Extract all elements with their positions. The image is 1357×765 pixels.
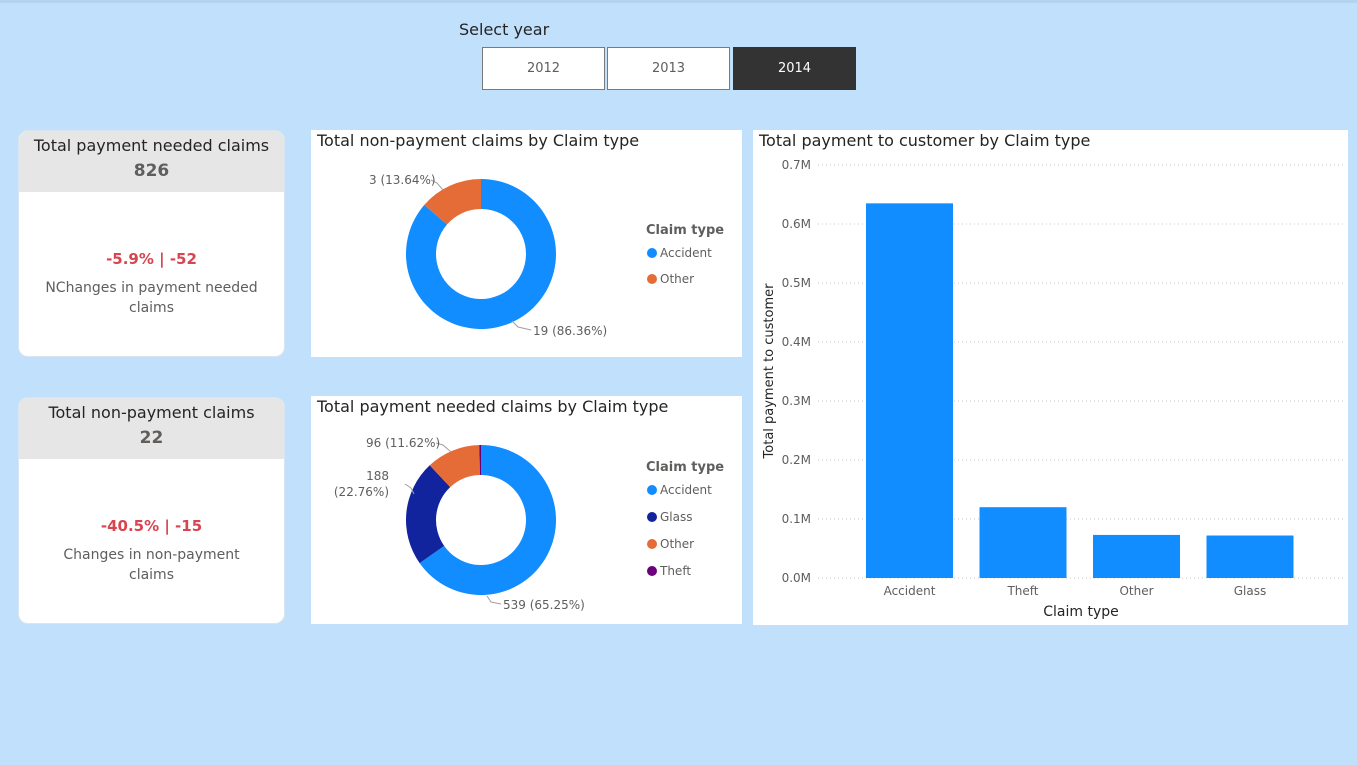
kpi-delta: -5.9% | -52 — [106, 250, 197, 268]
chart-title: Total payment needed claims by Claim typ… — [317, 397, 669, 416]
year-button-2012[interactable]: 2012 — [482, 47, 605, 90]
kpi-header: Total payment needed claims 826 — [19, 131, 284, 192]
legend-marker-accident — [647, 485, 657, 495]
x-tick-label: Glass — [1234, 584, 1267, 598]
data-label-glass: 188 — [366, 469, 389, 483]
chart-title: Total payment to customer by Claim type — [759, 131, 1091, 150]
legend-item-accident[interactable]: Accident — [660, 246, 712, 260]
legend-marker-glass — [647, 512, 657, 522]
year-button-2014[interactable]: 2014 — [733, 47, 856, 90]
legend-item-accident[interactable]: Accident — [660, 483, 712, 497]
x-tick-label: Other — [1119, 584, 1153, 598]
legend-marker-accident — [647, 248, 657, 258]
donut-slice-other[interactable] — [424, 179, 481, 225]
donut-chart-non-payment[interactable]: Total non-payment claims by Claim type 1… — [311, 130, 742, 357]
leader-line — [435, 442, 452, 453]
legend-title: Claim type — [646, 223, 724, 238]
bar-other[interactable] — [1093, 534, 1180, 578]
x-tick-label: Theft — [1006, 584, 1038, 598]
top-border — [0, 0, 1357, 3]
kpi-delta: -40.5% | -15 — [100, 517, 203, 535]
year-slicer-title: Select year — [459, 20, 550, 39]
kpi-body: -5.9% | -52 NChanges in payment needed c… — [19, 192, 284, 318]
x-tick-label: Accident — [884, 584, 936, 598]
y-tick-label: 0.4M — [782, 335, 811, 349]
data-label-glass: (22.76%) — [334, 485, 389, 499]
kpi-description: NChanges in payment needed claims — [45, 280, 258, 316]
kpi-card-payment-needed: Total payment needed claims 826 -5.9% | … — [18, 130, 285, 357]
kpi-description: Changes in non-payment claims — [63, 547, 240, 583]
donut-slice-accident[interactable] — [419, 445, 556, 595]
donut-slice-glass[interactable] — [406, 465, 451, 564]
bar-chart-svg: 0.0M 0.1M 0.2M 0.3M 0.4M 0.5M 0.6M 0.7M Accident… — [762, 158, 1343, 620]
kpi-body: -40.5% | -15 Changes in non-payment clai… — [19, 459, 284, 585]
legend-marker-other — [647, 539, 657, 549]
x-axis-title: Claim type — [1043, 604, 1119, 620]
bar-glass[interactable] — [1206, 535, 1294, 578]
kpi-value: 826 — [133, 161, 170, 181]
donut-slice-other[interactable] — [429, 445, 480, 488]
y-tick-label: 0.6M — [782, 217, 811, 231]
legend-title: Claim type — [646, 460, 724, 475]
data-label-other: 96 (11.62%) — [366, 436, 440, 450]
legend-item-theft[interactable]: Theft — [659, 564, 691, 578]
data-label-other: 3 (13.64%) — [369, 173, 436, 187]
chart-title: Total non-payment claims by Claim type — [317, 131, 640, 150]
kpi-header: Total non-payment claims 22 — [19, 398, 284, 459]
legend-item-glass[interactable]: Glass — [660, 510, 693, 524]
donut-slice-theft[interactable] — [479, 445, 481, 476]
y-tick-label: 0.0M — [782, 571, 811, 585]
donut-chart-svg: 539 (65.25%) 188 (22.76%) 96 (11.62%) Claim … — [334, 436, 724, 612]
y-tick-label: 0.3M — [782, 394, 811, 408]
donut-chart-svg: 19 (86.36%) 3 (13.64%) Claim type Accident O… — [369, 173, 724, 338]
data-label-accident: 539 (65.25%) — [503, 598, 585, 612]
bar-chart-payment-to-customer[interactable]: Total payment to customer by Claim type … — [753, 130, 1348, 625]
data-label-accident: 19 (86.36%) — [533, 324, 607, 338]
y-tick-label: 0.1M — [782, 512, 811, 526]
legend-item-other[interactable]: Other — [660, 272, 694, 286]
y-tick-label: 0.2M — [782, 453, 811, 467]
leader-line — [404, 483, 415, 495]
legend-marker-theft — [647, 566, 657, 576]
kpi-title: Total non-payment claims — [48, 403, 255, 422]
leader-line — [486, 595, 502, 605]
bar-accident[interactable] — [866, 203, 953, 578]
leader-line — [511, 320, 532, 331]
donut-chart-payment-needed[interactable]: Total payment needed claims by Claim typ… — [311, 396, 742, 624]
leader-line — [430, 179, 444, 191]
kpi-title: Total payment needed claims — [33, 136, 270, 155]
y-tick-label: 0.7M — [782, 158, 811, 172]
legend-item-other[interactable]: Other — [660, 537, 694, 551]
kpi-value: 22 — [139, 428, 164, 448]
year-button-2013[interactable]: 2013 — [607, 47, 730, 90]
kpi-card-non-payment: Total non-payment claims 22 -40.5% | -15… — [18, 397, 285, 624]
donut-slice-accident[interactable] — [406, 179, 556, 329]
y-tick-label: 0.5M — [782, 276, 811, 290]
legend-marker-other — [647, 274, 657, 284]
y-axis-title: Total payment to customer — [762, 283, 777, 460]
bar-theft[interactable] — [979, 507, 1067, 578]
